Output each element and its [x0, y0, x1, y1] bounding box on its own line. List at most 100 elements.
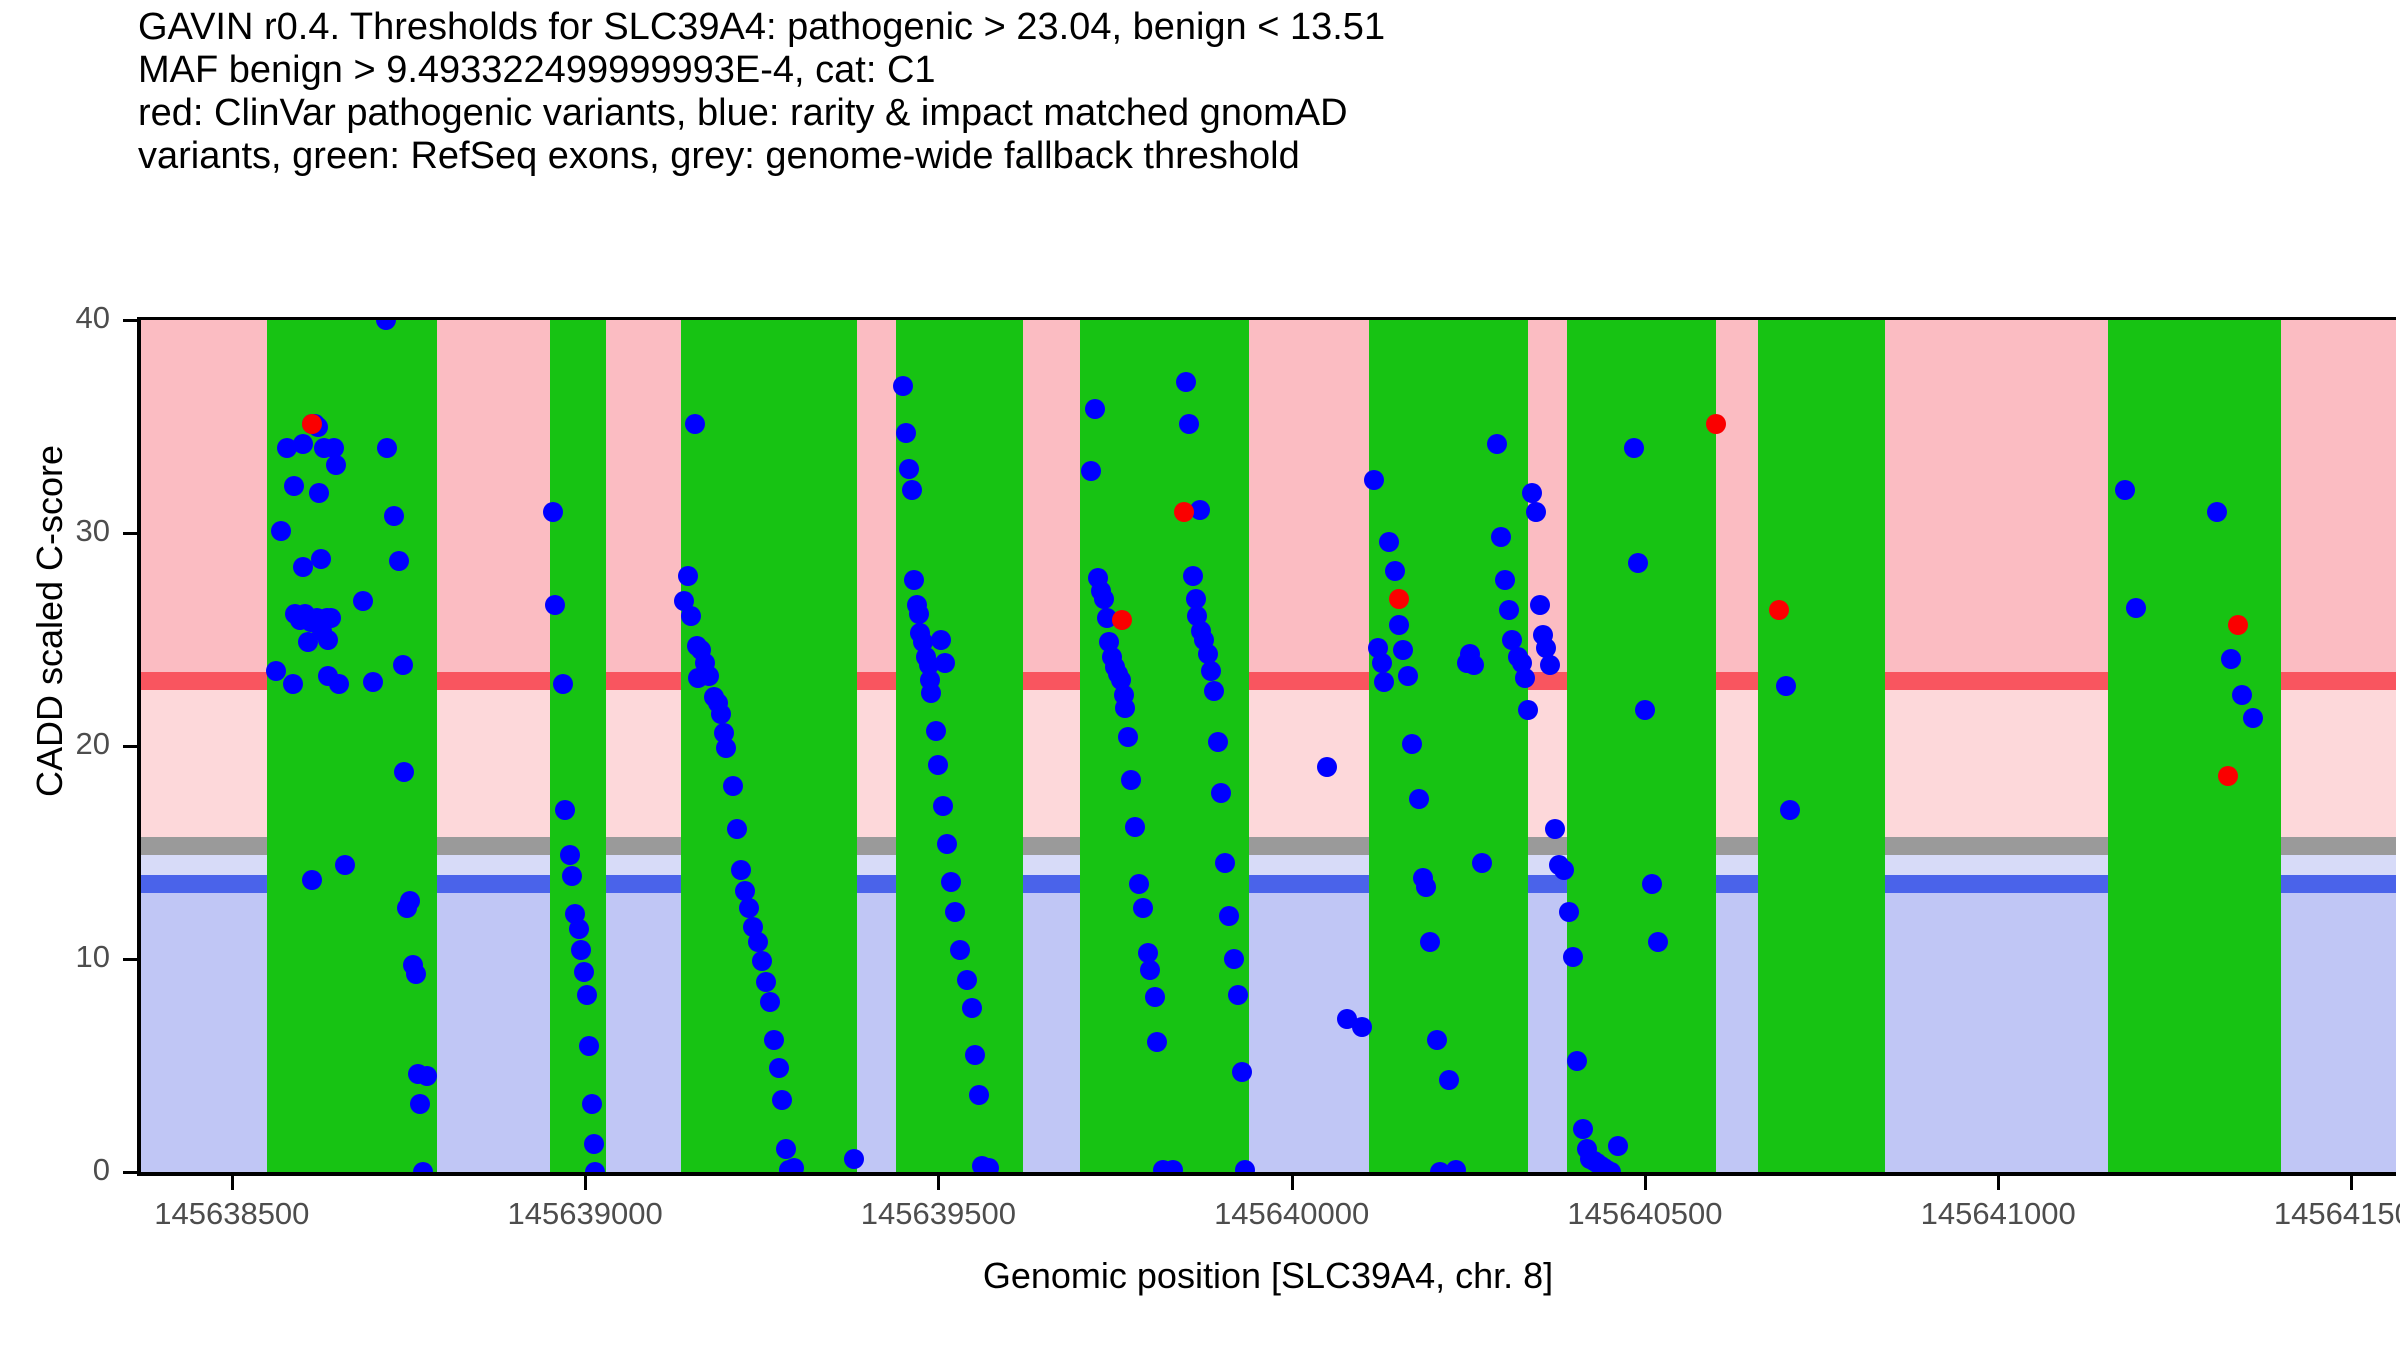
y-axis-title: CADD scaled C-score — [29, 444, 70, 798]
gnomad-variant-point — [559, 844, 580, 865]
gnomad-variant-point — [1379, 531, 1400, 552]
gnomad-variant-point — [1227, 985, 1248, 1006]
gnomad-variant-point — [1408, 789, 1429, 810]
gnomad-variant-point — [1085, 399, 1106, 420]
gnomad-variant-point — [1495, 569, 1516, 590]
gnomad-variant-point — [751, 951, 772, 972]
x-tick-label-145639500: 145639500 — [860, 1196, 1016, 1231]
gnomad-variant-point — [1780, 799, 1801, 820]
plot-title: GAVIN r0.4. Thresholds for SLC39A4: path… — [138, 6, 2138, 178]
gnomad-variant-point — [965, 1044, 986, 1065]
gnomad-variant-point — [1137, 942, 1158, 963]
clinvar-variant-point — [2228, 614, 2249, 635]
gnomad-variant-point — [1558, 902, 1579, 923]
x-tick-label-145640000: 145640000 — [1214, 1196, 1370, 1231]
gnomad-variant-point — [1536, 638, 1557, 659]
y-tick-40 — [123, 319, 137, 322]
gnomad-variant-point — [555, 799, 576, 820]
panel-top-border — [137, 317, 2396, 320]
exon-band-2 — [549, 320, 607, 1172]
exon-band-8 — [1757, 320, 1886, 1172]
gnomad-variant-point — [1215, 853, 1236, 874]
gnomad-variant-point — [755, 972, 776, 993]
gnomad-variant-point — [1384, 561, 1405, 582]
gnomad-variant-point — [1185, 589, 1206, 610]
gnomad-variant-point — [688, 667, 709, 688]
x-tick-label-145641500: 145641500 — [2273, 1196, 2400, 1231]
pathogenic-zone — [140, 320, 2396, 673]
gnomad-variant-point — [1389, 614, 1410, 635]
gnomad-variant-point — [710, 704, 731, 725]
x-tick-145639000 — [584, 1176, 588, 1190]
gnomad-variant-point — [1219, 906, 1240, 927]
y-tick-30 — [123, 532, 137, 535]
gnomad-variant-point — [1117, 727, 1138, 748]
gnomad-variant-point — [739, 897, 760, 918]
gnomad-variant-point — [1093, 589, 1114, 610]
gnomad-variant-point — [353, 591, 374, 612]
x-tick-label-145641000: 145641000 — [1920, 1196, 2076, 1231]
y-tick-label-10: 10 — [75, 939, 110, 974]
gnomad-variant-point — [931, 629, 952, 650]
gnomad-variant-point — [949, 940, 970, 961]
gnomad-variant-point — [1530, 595, 1551, 616]
gnomad-variant-point — [843, 1149, 864, 1170]
gnomad-variant-point — [764, 1029, 785, 1050]
title-line-3: red: ClinVar pathogenic variants, blue: … — [138, 92, 1348, 134]
gnomad-variant-point — [1401, 733, 1422, 754]
gnomad-variant-point — [768, 1057, 789, 1078]
gnomad-variant-point — [292, 557, 313, 578]
gnomad-variant-point — [323, 437, 344, 458]
gnomad-variant-point — [1120, 770, 1141, 791]
gnomad-variant-point — [1572, 1119, 1593, 1140]
gnomad-variant-point — [1208, 731, 1229, 752]
x-tick-145638500 — [230, 1176, 234, 1190]
exon-band-6 — [1369, 320, 1529, 1172]
gnomad-variant-point — [730, 859, 751, 880]
y-axis-line — [137, 318, 141, 1176]
gnomad-variant-point — [898, 459, 919, 480]
gnomad-variant-point — [2115, 480, 2136, 501]
gnomad-variant-point — [1427, 1029, 1448, 1050]
x-tick-label-145638500: 145638500 — [154, 1196, 310, 1231]
gnomad-variant-point — [412, 1162, 433, 1172]
gnomad-variant-point — [1393, 640, 1414, 661]
gnomad-variant-point — [552, 674, 573, 695]
gnomad-variant-point — [405, 963, 426, 984]
gnomad-variant-point — [573, 961, 594, 982]
gnomad-variant-point — [570, 940, 591, 961]
gnomad-variant-point — [292, 433, 313, 454]
gnomad-variant-point — [969, 1085, 990, 1106]
gnomad-variant-point — [1601, 1162, 1622, 1172]
fallback-threshold-line — [140, 837, 2396, 856]
y-tick-label-0: 0 — [92, 1152, 110, 1187]
gnomad-variant-point — [1623, 437, 1644, 458]
y-tick-label-30: 30 — [75, 513, 110, 548]
plot-panel — [140, 320, 2396, 1172]
gnomad-variant-point — [962, 997, 983, 1018]
gnomad-variant-point — [1445, 1159, 1466, 1172]
gnomad-variant-point — [935, 652, 956, 673]
gnomad-variant-point — [1502, 629, 1523, 650]
gnomad-variant-point — [562, 865, 583, 886]
gnomad-variant-point — [956, 970, 977, 991]
intermediate-zone — [140, 690, 2396, 838]
x-tick-145641000 — [1997, 1176, 2001, 1190]
gnomad-variant-point — [582, 1093, 603, 1114]
gnomad-variant-point — [1373, 672, 1394, 693]
gnomad-variant-point — [941, 872, 962, 893]
gnomad-variant-point — [284, 476, 305, 497]
gnomad-variant-point — [1415, 876, 1436, 897]
gnomad-variant-point — [723, 776, 744, 797]
clinvar-variant-point — [1705, 414, 1726, 435]
gnomad-variant-point — [1316, 757, 1337, 778]
y-tick-10 — [123, 958, 137, 961]
clinvar-variant-point — [301, 414, 322, 435]
gnomad-variant-point — [932, 795, 953, 816]
gnomad-variant-point — [1397, 665, 1418, 686]
gnomad-variant-point — [945, 902, 966, 923]
gnomad-variant-point — [399, 891, 420, 912]
x-axis-title: Genomic position [SLC39A4, chr. 8] — [982, 1255, 1554, 1296]
clinvar-variant-point — [1769, 599, 1790, 620]
gnomad-variant-point — [1567, 1051, 1588, 1072]
